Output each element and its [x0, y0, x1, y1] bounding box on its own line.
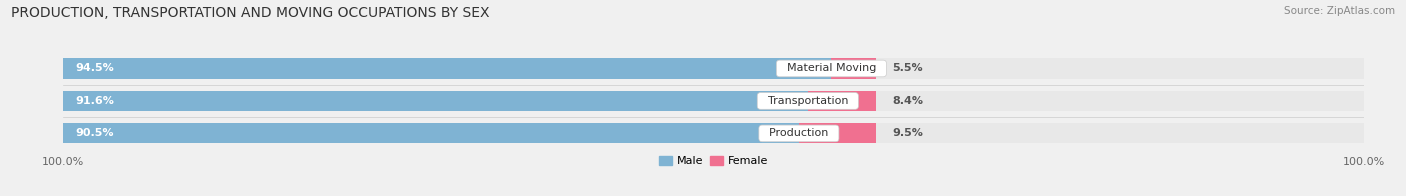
Text: Transportation: Transportation	[761, 96, 855, 106]
Bar	[63, 91, 1364, 111]
Text: 9.5%: 9.5%	[893, 128, 924, 138]
Text: 94.5%: 94.5%	[76, 64, 114, 74]
Bar	[63, 91, 808, 111]
Bar	[831, 58, 876, 79]
Text: PRODUCTION, TRANSPORTATION AND MOVING OCCUPATIONS BY SEX: PRODUCTION, TRANSPORTATION AND MOVING OC…	[11, 6, 489, 20]
Text: Material Moving: Material Moving	[780, 64, 883, 74]
Bar	[63, 58, 831, 79]
Text: 91.6%: 91.6%	[76, 96, 114, 106]
Text: Production: Production	[762, 128, 835, 138]
Bar	[63, 123, 1364, 143]
Text: 5.5%: 5.5%	[893, 64, 922, 74]
Bar	[808, 91, 876, 111]
Text: Source: ZipAtlas.com: Source: ZipAtlas.com	[1284, 6, 1395, 16]
Legend: Male, Female: Male, Female	[659, 156, 768, 166]
Text: 8.4%: 8.4%	[893, 96, 924, 106]
Text: 90.5%: 90.5%	[76, 128, 114, 138]
Bar	[799, 123, 876, 143]
Bar	[63, 123, 799, 143]
Bar	[63, 58, 1364, 79]
